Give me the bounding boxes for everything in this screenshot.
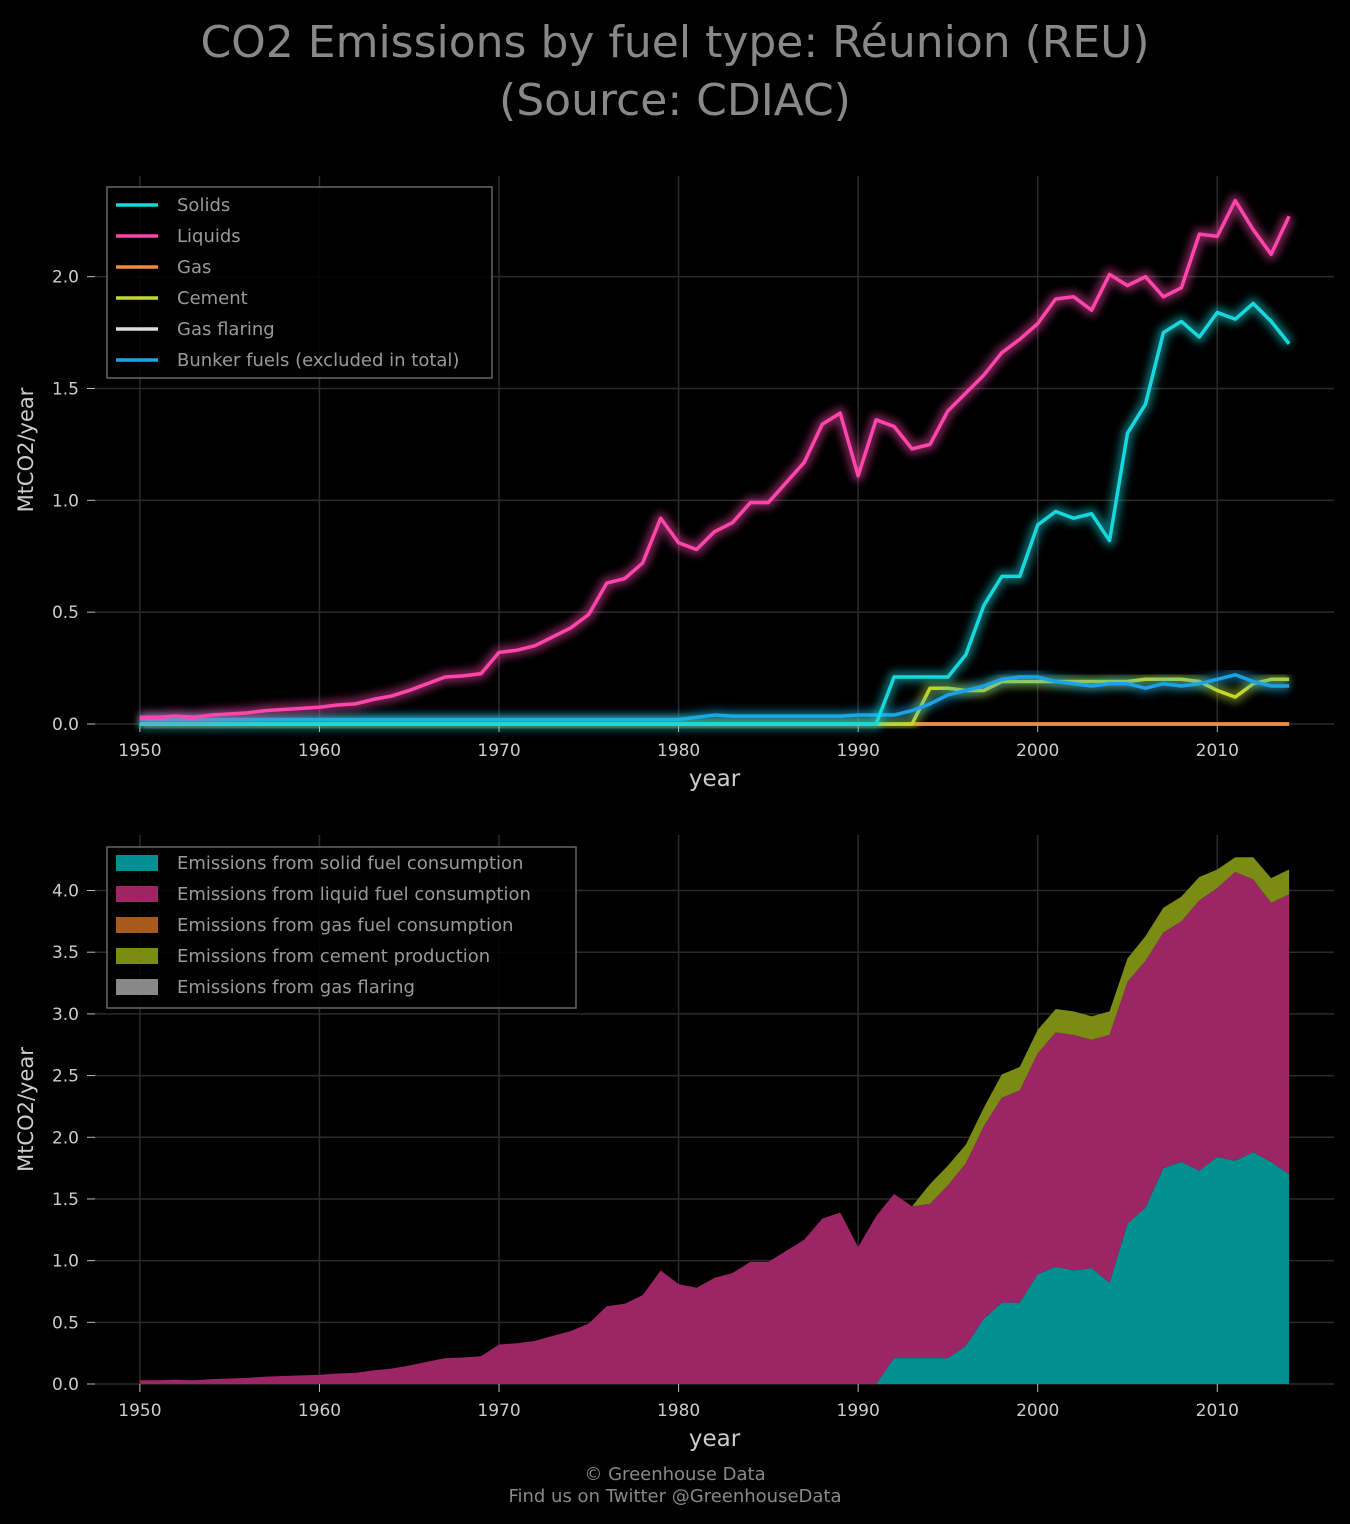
chart-title-line1: CO2 Emissions by fuel type: Réunion (REU…: [200, 17, 1150, 68]
legend-label: Emissions from gas flaring: [177, 977, 415, 998]
y-tick-label: 2.0: [52, 1128, 79, 1148]
legend-swatch: [116, 917, 158, 933]
x-tick-label: 1970: [477, 1401, 520, 1421]
x-tick-label: 1970: [477, 741, 520, 761]
y-tick-label: 2.0: [52, 268, 79, 288]
x-tick-label: 1960: [298, 1401, 341, 1421]
legend-label: Gas flaring: [177, 319, 275, 340]
y-tick-label: 3.0: [52, 1005, 79, 1025]
footer-twitter: Find us on Twitter @GreenhouseData: [508, 1486, 842, 1507]
series-line-solids: [139, 301, 1291, 726]
y-tick-label: 4.0: [52, 882, 79, 902]
y-tick-label: 2.5: [52, 1067, 79, 1087]
x-tick-label: 2000: [1016, 1401, 1059, 1421]
y-tick-label: 1.0: [52, 1252, 79, 1272]
legend-swatch: [116, 948, 158, 964]
area-liquids: [139, 872, 1290, 1384]
y-axis-label: MtCO2/year: [14, 1047, 38, 1172]
x-tick-label: 1980: [657, 1401, 700, 1421]
y-tick-label: 3.5: [52, 943, 79, 963]
x-tick-label: 2010: [1196, 741, 1239, 761]
legend-label: Bunker fuels (excluded in total): [177, 350, 459, 371]
x-tick-label: 1960: [298, 741, 341, 761]
area-chart-panel: 0.0 0.5 1.0 1.5 2.0 2.5 3.0 3.5 4.0 1950 1960 1970 1…: [14, 835, 1334, 1452]
y-tick-label: 0.0: [52, 1375, 79, 1395]
y-axis-label: MtCO2/year: [14, 387, 38, 512]
x-tick-label: 1980: [657, 741, 700, 761]
legend-label: Liquids: [177, 226, 241, 247]
legend-label: Emissions from solid fuel consumption: [177, 853, 523, 874]
x-tick-label: 1950: [118, 1401, 161, 1421]
footer-copyright: © Greenhouse Data: [584, 1464, 766, 1485]
x-tick-label: 2000: [1016, 741, 1059, 761]
legend-label: Gas: [177, 257, 211, 278]
series-line-liquids: [139, 198, 1291, 720]
x-tick-label: 1990: [837, 1401, 880, 1421]
y-tick-label: 0.5: [52, 603, 79, 623]
legend-label: Emissions from cement production: [177, 946, 490, 967]
legend-label: Solids: [177, 195, 230, 216]
y-tick-label: 1.5: [52, 379, 79, 399]
legend-swatch: [116, 855, 158, 871]
y-tick-label: 0.0: [52, 715, 79, 735]
x-axis-label: year: [689, 766, 741, 792]
legend-box: [106, 846, 577, 1009]
y-tick-label: 1.0: [52, 491, 79, 511]
x-tick-label: 1950: [118, 741, 161, 761]
y-tick-label: 1.5: [52, 1190, 79, 1210]
line-chart-panel: 0.0 0.5 1.0 1.5 2.0 1950 1960 1970 1980 1990 2000 2…: [14, 176, 1334, 792]
legend-swatch: [116, 886, 158, 902]
legend-box: [106, 186, 493, 379]
legend-label: Cement: [177, 288, 248, 309]
x-tick-label: 2010: [1196, 1401, 1239, 1421]
area-cement: [139, 857, 1290, 1381]
y-tick-label: 0.5: [52, 1313, 79, 1333]
x-axis-label: year: [689, 1426, 741, 1452]
x-tick-label: 1990: [837, 741, 880, 761]
legend-label: Emissions from liquid fuel consumption: [177, 884, 531, 905]
legend-label: Emissions from gas fuel consumption: [177, 915, 513, 936]
area-solids: [139, 1152, 1290, 1384]
chart-title-line2: (Source: CDIAC): [499, 75, 851, 126]
legend-swatch: [116, 979, 158, 995]
